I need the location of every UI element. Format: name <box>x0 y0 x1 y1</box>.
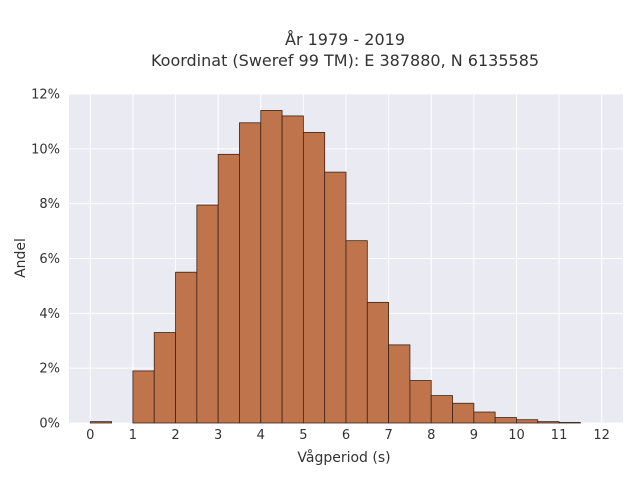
histogram-bar <box>537 421 560 424</box>
histogram-bar <box>302 131 326 424</box>
x-tick-label: 6 <box>342 428 350 443</box>
tick-labels: 0 1 2 3 4 5 6 7 8 9 10 11 120%2%4%6%8%10%12% <box>31 88 610 444</box>
x-tick-label: 1 <box>129 428 137 443</box>
histogram-bar <box>452 402 475 424</box>
histogram-bar <box>409 380 432 424</box>
histogram-bar <box>558 422 581 424</box>
histogram-bar <box>388 344 411 424</box>
y-tick-label: 10% <box>31 142 60 157</box>
histogram-bar <box>196 204 219 424</box>
histogram-bar <box>494 417 517 424</box>
histogram-bar <box>239 122 262 424</box>
y-tick-label: 12% <box>31 88 60 103</box>
histogram-bar <box>516 419 539 424</box>
bars <box>89 110 581 424</box>
histogram-bar <box>366 301 390 424</box>
x-tick-label: 10 <box>508 428 525 443</box>
histogram-bar <box>324 171 347 424</box>
x-tick-label: 11 <box>551 428 568 443</box>
x-tick-label: 0 <box>86 428 94 443</box>
y-tick-label: 2% <box>39 362 60 377</box>
x-axis-label: Vågperiod (s) <box>297 449 390 466</box>
histogram-bar <box>473 411 496 424</box>
y-axis-label: Andel <box>13 238 29 278</box>
x-tick-label: 8 <box>427 428 435 443</box>
histogram-bar <box>260 110 283 424</box>
histogram-bar <box>153 332 176 424</box>
x-tick-label: 9 <box>470 428 478 443</box>
chart-title-line-2: Koordinat (Sweref 99 TM): E 387880, N 61… <box>151 51 539 70</box>
histogram-bar <box>281 115 304 424</box>
x-tick-label: 5 <box>299 428 307 443</box>
histogram-bar <box>430 395 453 424</box>
x-tick-label: 2 <box>171 428 179 443</box>
histogram-bar <box>132 370 155 424</box>
x-tick-label: 7 <box>384 428 392 443</box>
histogram-bar <box>217 153 240 424</box>
histogram-bar <box>89 421 113 424</box>
histogram-bar <box>175 271 198 424</box>
x-tick-label: 4 <box>257 428 265 443</box>
chart-title-line-1: År 1979 - 2019 <box>285 30 405 49</box>
y-tick-label: 6% <box>39 252 60 267</box>
y-tick-label: 8% <box>39 197 60 212</box>
y-tick-label: 0% <box>39 417 60 432</box>
y-tick-label: 4% <box>39 307 60 322</box>
histogram-bar <box>345 240 368 424</box>
x-tick-label: 3 <box>214 428 222 443</box>
x-tick-label: 12 <box>593 428 610 443</box>
